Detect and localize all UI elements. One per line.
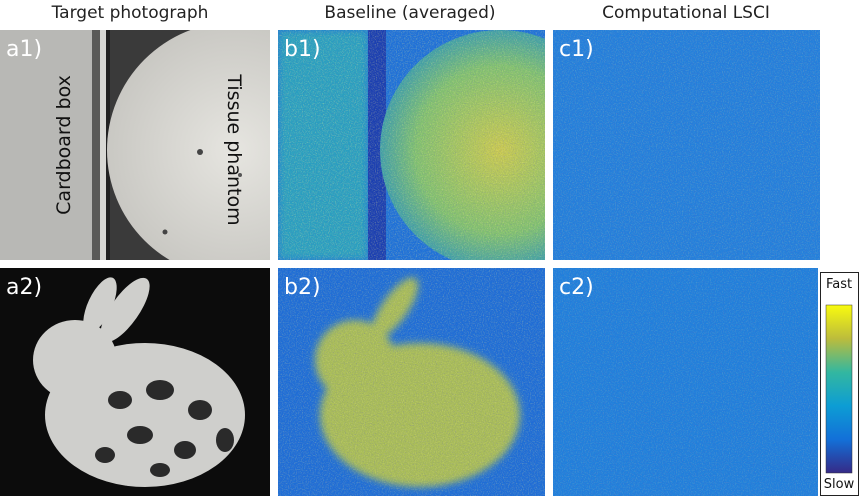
panel-label: b2) xyxy=(284,275,321,300)
colorbar: Fast Slow xyxy=(821,273,859,496)
hole xyxy=(216,428,234,452)
hole xyxy=(95,447,115,463)
annotation: Tissue phantom xyxy=(223,73,245,225)
hole xyxy=(188,400,212,420)
hole xyxy=(146,380,174,400)
map-c1 xyxy=(553,30,820,260)
hole xyxy=(174,441,196,459)
hole xyxy=(127,426,153,444)
column-title: Baseline (averaged) xyxy=(324,3,495,23)
map-b2 xyxy=(278,268,545,496)
colorbar-label: Fast xyxy=(826,277,852,292)
edge xyxy=(100,30,106,260)
edge xyxy=(92,30,100,260)
photo-a2 xyxy=(0,268,270,496)
speckle xyxy=(553,268,818,496)
hole xyxy=(108,391,132,409)
colorbar-gradient xyxy=(826,305,852,473)
speckle xyxy=(278,268,545,496)
dot xyxy=(197,149,203,155)
speckle xyxy=(553,30,820,260)
column-title: Target photograph xyxy=(51,3,209,23)
annotation: Cardboard box xyxy=(53,75,75,215)
page: Target photograph Baseline (averaged) Co… xyxy=(0,0,859,496)
figure: Target photograph Baseline (averaged) Co… xyxy=(0,0,859,496)
panel-label: c2) xyxy=(559,275,594,300)
column-title: Computational LSCI xyxy=(602,3,770,23)
panel-label: a2) xyxy=(6,275,42,300)
speckle xyxy=(278,30,545,260)
panel-label: b1) xyxy=(284,37,321,62)
cardboard xyxy=(0,30,92,260)
panel-label: a1) xyxy=(6,37,42,62)
colorbar-label: Slow xyxy=(824,477,855,492)
hole xyxy=(150,463,170,477)
map-c2 xyxy=(553,268,818,496)
dot xyxy=(163,230,168,235)
panel-label: c1) xyxy=(559,37,594,62)
